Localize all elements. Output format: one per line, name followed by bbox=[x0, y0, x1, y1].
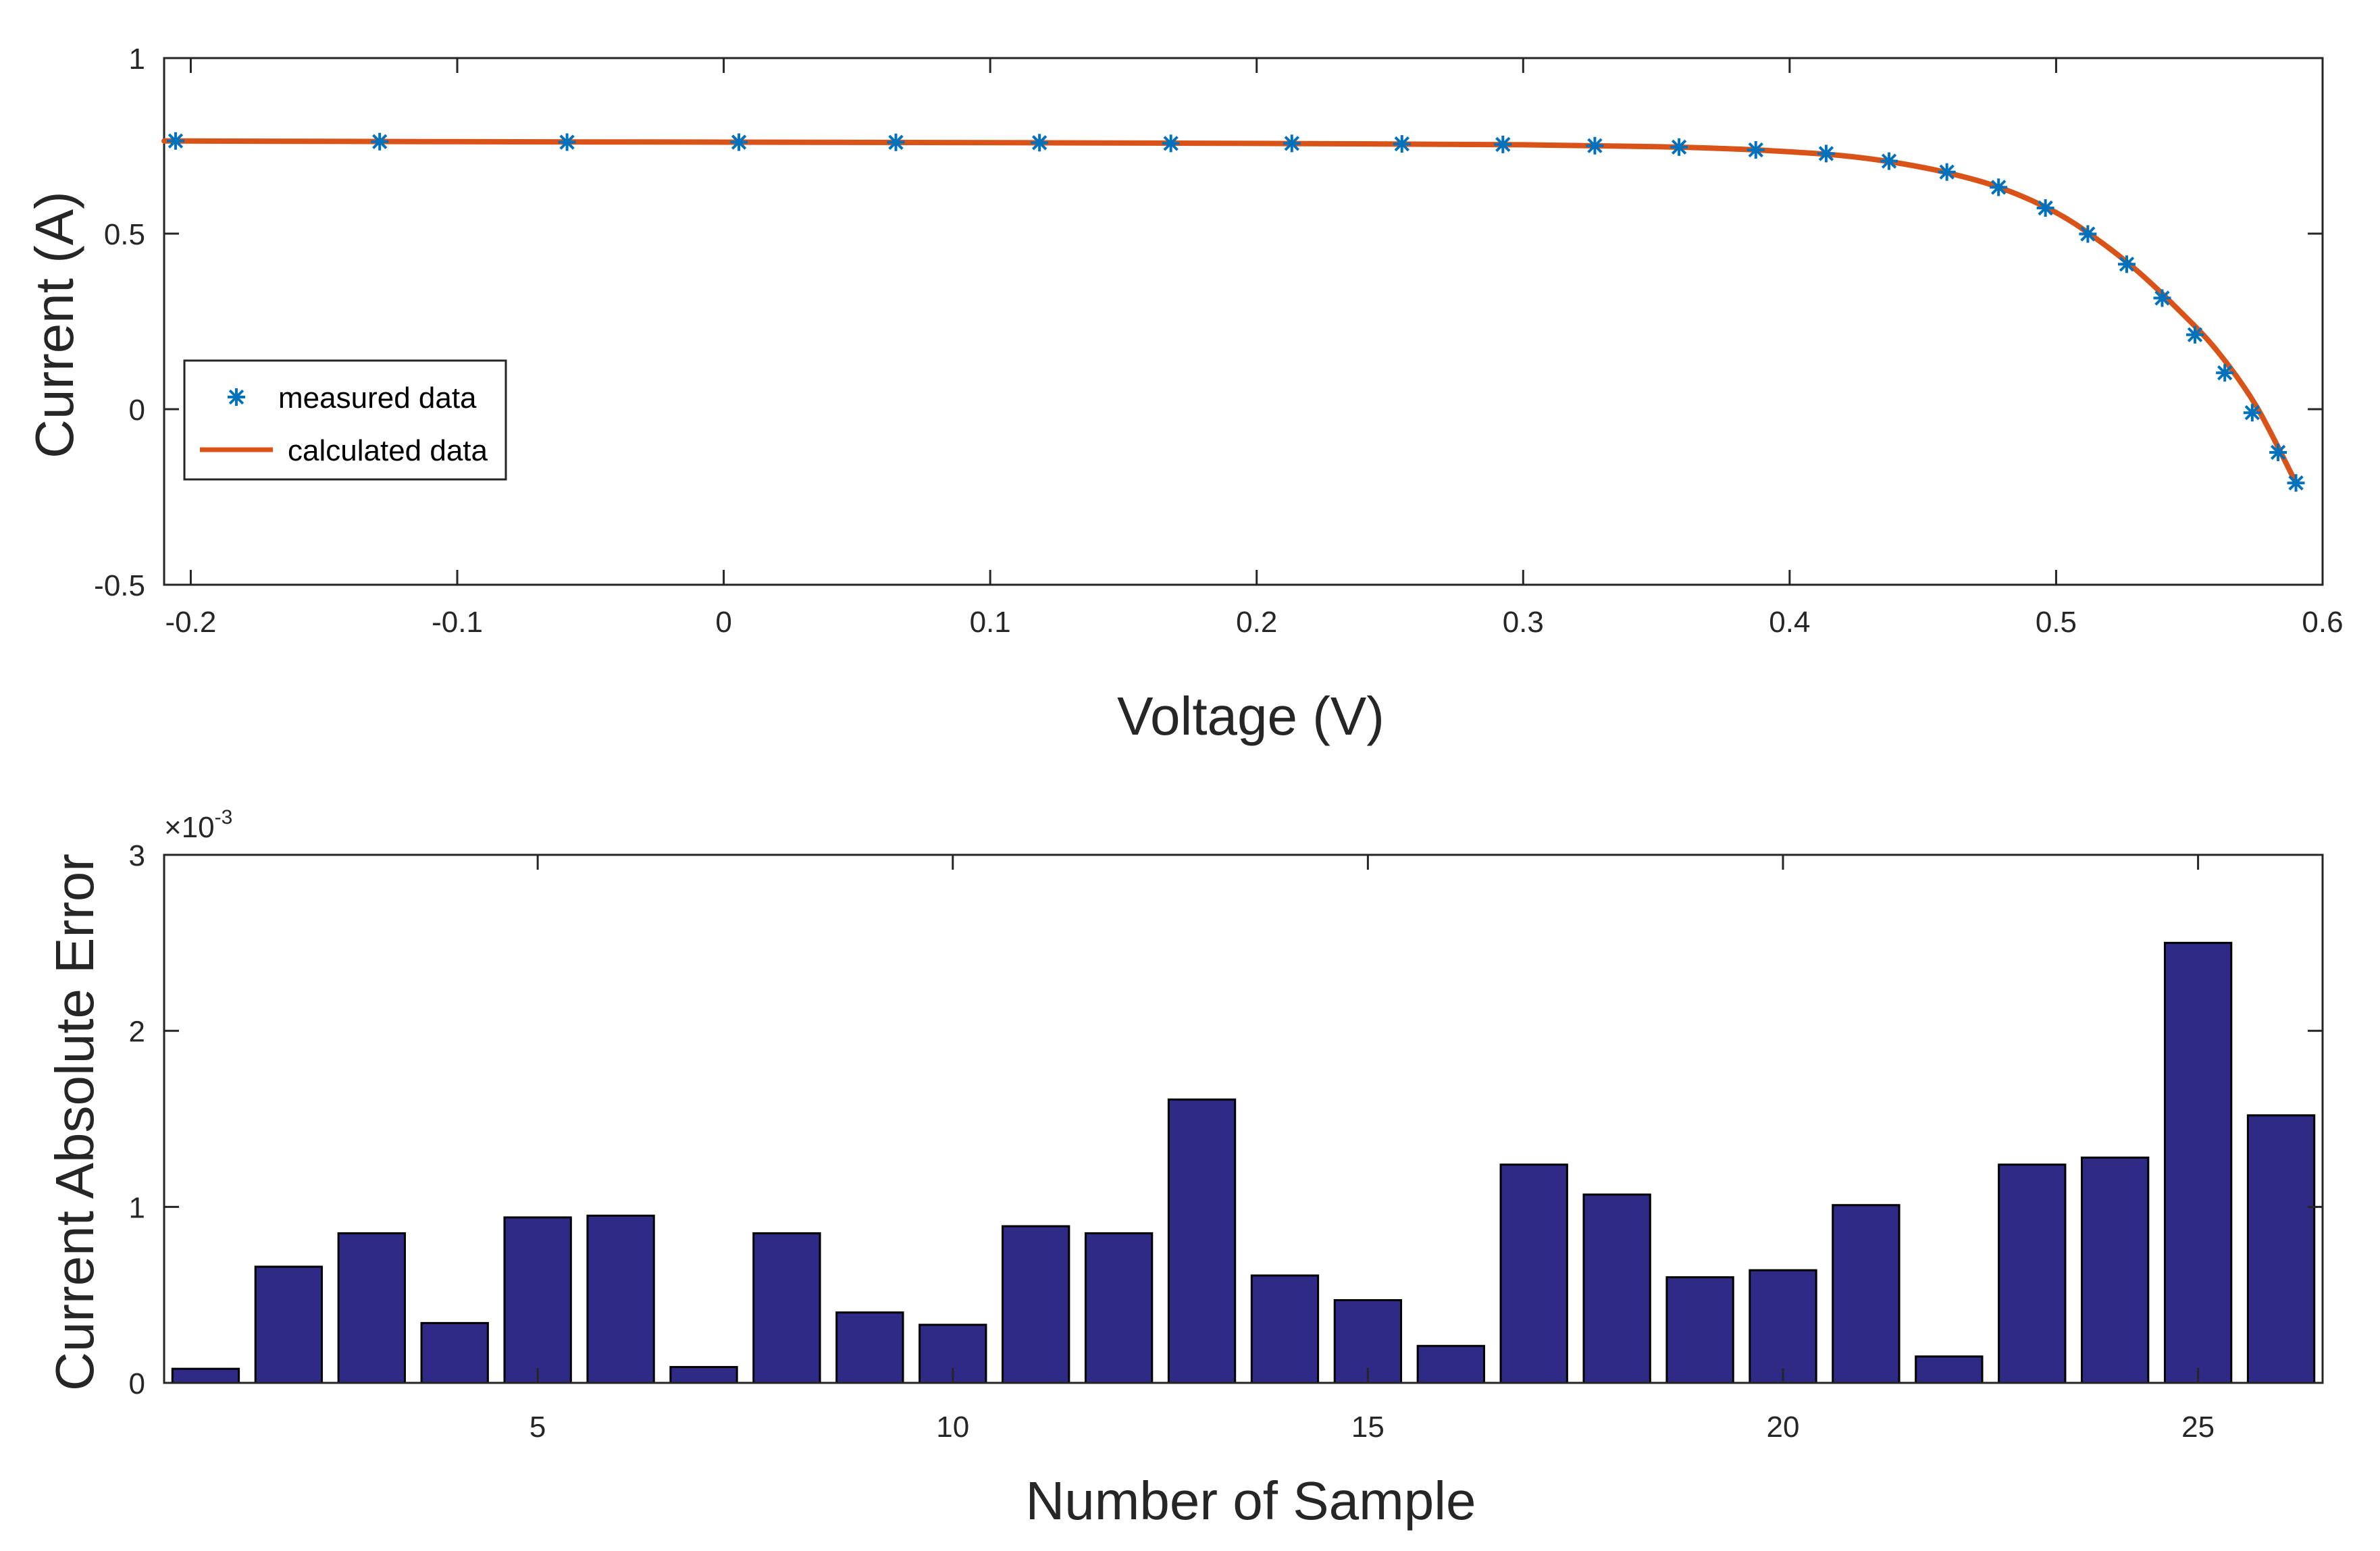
measured-data-point bbox=[1747, 140, 1765, 159]
measured-data-point bbox=[371, 132, 389, 151]
top-x-tick-label: 0.6 bbox=[2302, 606, 2343, 639]
error-bar bbox=[2246, 1114, 2316, 1384]
measured-data-point bbox=[887, 133, 905, 151]
measured-data-point bbox=[1586, 136, 1604, 155]
error-bar bbox=[1665, 1276, 1734, 1384]
bottom-ticks bbox=[163, 853, 2324, 1384]
measured-data-point bbox=[1393, 135, 1411, 153]
measured-data-point bbox=[1990, 178, 2008, 196]
measured-data-point bbox=[1670, 138, 1688, 156]
error-bar bbox=[835, 1311, 904, 1384]
top-y-tick-label: 1 bbox=[129, 43, 145, 76]
measured-data-point bbox=[558, 133, 576, 151]
top-y-tick-label: -0.5 bbox=[94, 569, 145, 602]
bottom-x-axis-label: Number of Sample bbox=[1026, 1471, 1476, 1531]
error-bar bbox=[1915, 1355, 1984, 1384]
iv-curve-plot: -0.2 -0.1 0 0.1 0.2 0.3 0.4 0.5 0.6 -0.5 0 0.5 1 Vo… bbox=[24, 43, 2344, 746]
error-bar bbox=[254, 1265, 324, 1384]
bottom-y-tick-label: 2 bbox=[129, 1016, 145, 1049]
bottom-y-tick-label: 1 bbox=[129, 1191, 145, 1224]
bottom-x-tick-label: 25 bbox=[2181, 1411, 2215, 1444]
measured-data-point bbox=[2243, 404, 2261, 422]
measured-data-point bbox=[166, 132, 184, 150]
measured-data-point bbox=[2186, 325, 2204, 344]
top-y-tick-labels: -0.5 0 0.5 1 bbox=[94, 43, 145, 602]
bottom-exponent-label: ×10-3 bbox=[164, 806, 232, 844]
measured-data-point bbox=[1817, 144, 1835, 163]
top-x-tick-labels: -0.2 -0.1 0 0.1 0.2 0.3 0.4 0.5 0.6 bbox=[165, 606, 2344, 639]
legend-star bbox=[228, 388, 245, 406]
top-x-tick-label: 0.5 bbox=[2036, 606, 2077, 639]
bottom-x-tick-label: 5 bbox=[529, 1411, 546, 1444]
bottom-x-tick-label: 10 bbox=[936, 1411, 969, 1444]
error-bar bbox=[420, 1321, 489, 1384]
error-bar bbox=[1998, 1163, 2067, 1384]
error-bar bbox=[171, 1367, 240, 1384]
error-bar bbox=[1167, 1098, 1237, 1384]
bottom-x-tick-label: 15 bbox=[1351, 1411, 1385, 1444]
error-bar bbox=[1582, 1193, 1651, 1384]
error-bar bbox=[1749, 1269, 1817, 1384]
measured-data-point bbox=[1283, 134, 1301, 153]
measured-data-point bbox=[2036, 199, 2054, 217]
error-bar bbox=[752, 1232, 821, 1384]
measured-data-point bbox=[2079, 225, 2097, 243]
top-x-tick-label: 0.2 bbox=[1236, 606, 1277, 639]
error-bar bbox=[1084, 1232, 1154, 1384]
bottom-axes-box bbox=[163, 853, 2324, 1384]
legend-marker-icon bbox=[228, 388, 245, 406]
measured-data-point bbox=[2117, 255, 2136, 273]
error-bar bbox=[586, 1214, 655, 1384]
legend-measured-label: measured data bbox=[278, 382, 477, 415]
measured-data-markers bbox=[166, 132, 2305, 492]
error-bar bbox=[2163, 941, 2233, 1384]
measured-data-point bbox=[2153, 289, 2171, 307]
top-x-tick-label: 0 bbox=[715, 606, 731, 639]
measured-data-point bbox=[1162, 134, 1180, 153]
top-ticks bbox=[164, 57, 2324, 586]
legend: measured data calculated data bbox=[183, 359, 507, 481]
measured-data-point bbox=[2216, 364, 2234, 382]
error-bar-plot: 5 10 15 20 25 0 1 2 3 ×10-3 Number of Sample Cu… bbox=[45, 806, 2324, 1531]
legend-box bbox=[183, 359, 507, 481]
error-bar bbox=[669, 1366, 738, 1384]
measured-data-point bbox=[1938, 163, 1956, 181]
error-bar bbox=[337, 1232, 406, 1384]
error-bar bbox=[1832, 1204, 1900, 1384]
measured-data-point bbox=[2287, 474, 2305, 492]
top-x-tick-label: 0.4 bbox=[1769, 606, 1810, 639]
measured-data-point bbox=[2269, 443, 2287, 461]
error-bars bbox=[171, 941, 2316, 1384]
bottom-y-tick-labels: 0 1 2 3 bbox=[129, 839, 145, 1400]
top-y-tick-label: 0 bbox=[129, 394, 145, 427]
legend-calculated-label: calculated data bbox=[288, 434, 488, 467]
measured-data-point bbox=[730, 133, 748, 151]
bottom-x-tick-labels: 5 10 15 20 25 bbox=[529, 1411, 2215, 1444]
top-x-tick-label: -0.2 bbox=[165, 606, 217, 639]
measured-data-point bbox=[1494, 135, 1512, 153]
top-x-axis-label: Voltage (V) bbox=[1117, 686, 1385, 746]
top-y-axis-label: Current (A) bbox=[24, 191, 84, 458]
error-bar bbox=[2081, 1156, 2150, 1384]
top-plot-area bbox=[163, 57, 2324, 586]
measured-data-point bbox=[1031, 134, 1049, 152]
top-x-tick-label: -0.1 bbox=[432, 606, 483, 639]
error-bar bbox=[1416, 1344, 1485, 1384]
error-bar bbox=[1002, 1225, 1070, 1384]
error-bar bbox=[1499, 1163, 1568, 1384]
top-y-tick-label: 0.5 bbox=[104, 218, 145, 251]
error-bar bbox=[503, 1216, 572, 1384]
bottom-y-tick-label: 3 bbox=[129, 839, 145, 872]
top-x-tick-label: 0.1 bbox=[970, 606, 1011, 639]
top-x-tick-label: 0.3 bbox=[1503, 606, 1544, 639]
error-bar bbox=[1250, 1274, 1320, 1384]
bottom-y-tick-label: 0 bbox=[129, 1367, 145, 1400]
measured-data-point bbox=[1880, 152, 1898, 170]
bottom-x-tick-label: 20 bbox=[1767, 1411, 1800, 1444]
bottom-y-axis-label: Current Absolute Error bbox=[45, 853, 105, 1391]
